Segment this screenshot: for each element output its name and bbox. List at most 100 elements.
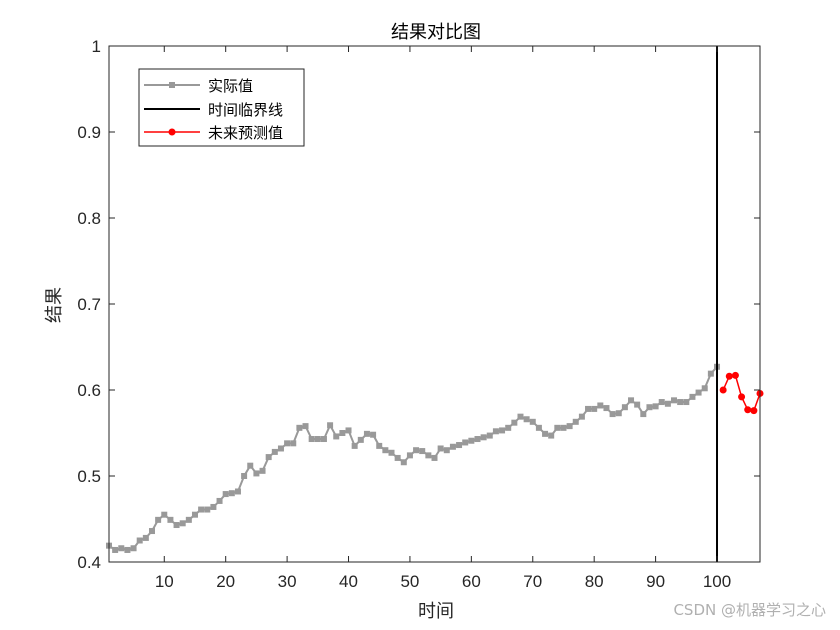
legend-box <box>138 68 305 147</box>
legend-marker-actual <box>169 82 175 88</box>
actual-point <box>443 447 450 454</box>
actual-point <box>118 545 125 552</box>
actual-point <box>437 445 444 452</box>
actual-point <box>634 401 641 408</box>
actual-point <box>216 497 223 504</box>
actual-point <box>228 490 235 497</box>
actual-point <box>167 516 174 523</box>
actual-point <box>124 546 131 553</box>
y-tick-label: 0.7 <box>77 295 101 314</box>
watermark: CSDN @机器学习之心 <box>673 601 826 619</box>
actual-point <box>136 537 143 544</box>
actual-point <box>277 445 284 452</box>
series-actual-line <box>108 366 718 552</box>
actual-point <box>314 436 321 443</box>
actual-point <box>480 434 487 441</box>
actual-point <box>542 430 549 437</box>
actual-point <box>130 545 137 552</box>
actual-point <box>695 389 702 396</box>
actual-point <box>339 430 346 436</box>
actual-point <box>388 449 395 456</box>
actual-point <box>406 452 413 459</box>
actual-point <box>413 447 420 454</box>
actual-point <box>462 439 469 446</box>
actual-point <box>664 400 671 407</box>
legend-label-threshold: 时间临界线 <box>208 101 283 119</box>
x-tick-label: 90 <box>646 572 665 591</box>
actual-point <box>222 491 229 498</box>
forecast-point <box>725 372 733 380</box>
actual-point <box>327 422 334 429</box>
legend: 实际值 时间临界线 未来预测值 <box>138 68 305 147</box>
actual-point <box>345 427 352 434</box>
forecast-point <box>731 371 739 379</box>
y-tick-label: 0.8 <box>77 209 101 228</box>
y-tick-label: 0.4 <box>77 553 101 572</box>
actual-point <box>492 428 499 435</box>
actual-point <box>271 448 278 455</box>
actual-point <box>707 370 714 377</box>
actual-point <box>253 470 260 477</box>
actual-point <box>640 411 647 418</box>
actual-point <box>554 424 561 431</box>
legend-label-actual: 实际值 <box>208 77 253 95</box>
actual-point <box>302 423 309 430</box>
actual-point <box>535 424 542 431</box>
actual-point <box>296 424 303 431</box>
legend-entry-forecast: 未来预测值 <box>144 124 283 142</box>
actual-point <box>419 448 426 455</box>
actual-point <box>652 403 659 410</box>
actual-point <box>370 431 377 438</box>
forecast-point <box>750 407 758 415</box>
actual-point <box>449 443 456 450</box>
x-tick-label: 10 <box>155 572 174 591</box>
actual-point <box>572 418 579 425</box>
actual-point <box>320 436 327 443</box>
x-tick-label: 40 <box>339 572 358 591</box>
actual-point <box>173 522 180 529</box>
actual-point <box>351 442 358 449</box>
actual-point <box>603 405 610 412</box>
actual-point <box>155 516 162 523</box>
legend-entry-threshold: 时间临界线 <box>144 101 283 119</box>
forecast-point <box>738 393 746 401</box>
actual-point <box>615 410 622 417</box>
actual-point <box>204 506 211 513</box>
actual-point <box>357 436 364 443</box>
actual-point <box>499 427 506 434</box>
legend-marker-forecast <box>168 128 176 136</box>
actual-point <box>560 424 567 431</box>
actual-point <box>210 503 217 510</box>
x-axis-ticks: 10 20 30 40 50 60 70 80 90 100 <box>155 46 731 591</box>
y-tick-label: 0.6 <box>77 381 101 400</box>
legend-label-forecast: 未来预测值 <box>208 124 283 142</box>
x-tick-label: 20 <box>216 572 235 591</box>
actual-point <box>234 488 241 495</box>
y-tick-label: 1 <box>92 37 101 56</box>
actual-point <box>198 506 205 513</box>
actual-point <box>363 430 370 437</box>
actual-point <box>529 418 536 425</box>
actual-point <box>265 454 272 461</box>
actual-point <box>628 397 635 404</box>
actual-point <box>259 467 266 474</box>
actual-point <box>308 436 315 443</box>
actual-point <box>658 399 665 406</box>
x-tick-label: 30 <box>278 572 297 591</box>
actual-point <box>517 413 524 420</box>
actual-point <box>597 402 604 409</box>
y-tick-label: 0.9 <box>77 123 101 142</box>
actual-point <box>161 511 168 518</box>
actual-point <box>142 534 149 541</box>
actual-point <box>179 520 186 527</box>
actual-point <box>591 405 598 412</box>
actual-point <box>425 452 432 459</box>
actual-point <box>505 424 512 431</box>
actual-point <box>400 459 407 466</box>
actual-point <box>585 405 592 412</box>
actual-point <box>241 473 248 479</box>
actual-point <box>511 419 518 426</box>
actual-point <box>431 454 438 461</box>
actual-point <box>376 442 383 449</box>
